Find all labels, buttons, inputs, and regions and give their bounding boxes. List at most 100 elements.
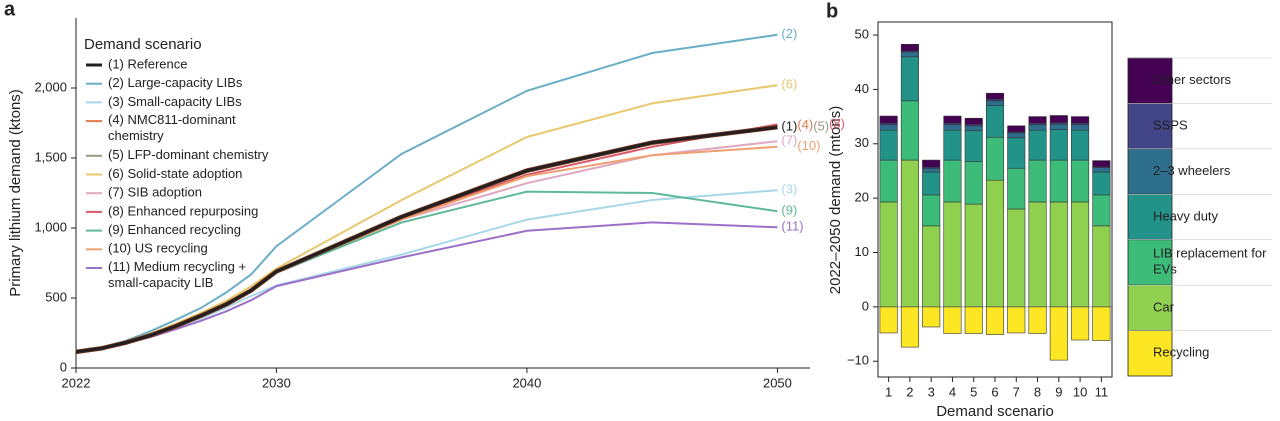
y-tick-label: 10 [855, 244, 869, 259]
bar-segment [943, 124, 962, 131]
y-tick-label: 1,500 [34, 149, 67, 164]
bar-segment [879, 124, 898, 131]
bar-segment [964, 306, 983, 334]
y-tick-label: 50 [855, 26, 869, 41]
bar-segment [900, 306, 919, 348]
legend-swatch [1127, 103, 1173, 150]
bar-segment [922, 171, 941, 196]
legend-label: (2) Large-capacity LIBs [108, 75, 243, 90]
bar-segment [1007, 208, 1026, 308]
legend-label: (1) Reference [108, 56, 187, 71]
legend-label: SSPS [1153, 118, 1188, 133]
end-label: (4) [797, 117, 813, 132]
y-axis-label: 2022–2050 demand (mtons) [827, 106, 844, 294]
series-line [75, 125, 778, 354]
panel-label: b [826, 0, 838, 22]
x-tick-label: 2030 [262, 375, 291, 390]
bar-segment [1007, 132, 1026, 139]
bar-segment [879, 306, 898, 334]
end-label: (5) [813, 119, 829, 134]
bar-segment [1049, 115, 1068, 123]
bar-segment [1071, 129, 1090, 161]
legend-label: (6) Solid-state adoption [108, 166, 242, 181]
legend-label: Heavy duty [1153, 208, 1219, 223]
end-label: (10) [797, 138, 820, 153]
bar-segment [1028, 306, 1047, 334]
bar-segment [985, 105, 1005, 138]
bar-segment [922, 225, 941, 308]
bar-segment [900, 159, 919, 308]
bar-segment [922, 306, 941, 328]
y-tick-label: 2,000 [34, 79, 67, 94]
y-tick-label: 500 [45, 289, 67, 304]
y-tick-label: 0 [60, 359, 67, 374]
x-tick-label: 4 [949, 384, 956, 399]
x-tick-label: 11 [1095, 384, 1109, 399]
bar-segment [985, 92, 1005, 100]
end-label: (2) [781, 26, 797, 41]
bar-segment [1007, 306, 1026, 334]
legend-swatch [1127, 193, 1173, 241]
legend-label: (5) LFP-dominant chemistry [108, 147, 269, 162]
legend-label: (4) NMC811-dominant chemistry [108, 113, 239, 144]
bar-segment [1007, 137, 1026, 169]
x-tick-label: 1 [885, 384, 892, 399]
y-axis-label: Primary lithium demand (ktons) [7, 89, 24, 297]
bar-segment [1028, 129, 1047, 161]
bar-segment [964, 203, 983, 308]
legend-label: 2–3 wheelers [1153, 163, 1231, 178]
bar-segment [1028, 116, 1047, 124]
end-label: (6) [781, 77, 797, 92]
x-tick-label: 2 [906, 384, 913, 399]
x-tick-label: 8 [1034, 384, 1041, 399]
bar-segment [1071, 124, 1090, 131]
end-label: (11) [781, 219, 803, 234]
bar-segment [1092, 306, 1111, 341]
end-label: (1) [781, 119, 797, 134]
bar-segment [943, 201, 962, 308]
y-tick-label: −10 [847, 353, 869, 368]
end-label: (9) [781, 203, 797, 218]
panel-label: a [4, 0, 16, 20]
bar-segment [1071, 116, 1090, 124]
legend-label: Other sectors [1153, 72, 1232, 87]
legend-label: (9) Enhanced recycling [108, 222, 241, 237]
legend-label: (3) Small-capacity LIBs [108, 94, 242, 109]
y-tick-label: 20 [855, 190, 869, 205]
bar-segment [985, 100, 1005, 107]
x-tick-label: 2040 [512, 375, 541, 390]
legend-label: (7) SIB adoption [108, 185, 202, 200]
legend-swatch [1127, 330, 1173, 377]
bar-segment [922, 194, 941, 227]
bar-segment [1071, 159, 1090, 203]
bar-segment [879, 129, 898, 161]
end-label: (7) [781, 133, 797, 148]
bar-segment [900, 51, 919, 58]
bar-segment [1092, 171, 1111, 196]
bar-segment [943, 306, 962, 334]
bar-segment [1049, 201, 1068, 308]
bar-segment [1071, 306, 1090, 341]
bar-segment [964, 125, 983, 132]
bar-segment [1092, 194, 1111, 227]
bar-segment [900, 43, 919, 52]
x-tick-label: 2050 [763, 375, 792, 390]
bar-segment [1049, 123, 1068, 130]
bar-segment [879, 115, 898, 124]
bar-segment [985, 136, 1005, 181]
legend-label: LIB replacement for EVs [1153, 246, 1270, 277]
bar-segment [879, 159, 898, 203]
x-tick-label: 7 [1013, 384, 1020, 399]
bar-segment [964, 117, 983, 125]
bar-segment [1092, 167, 1111, 173]
end-label: (3) [781, 182, 797, 197]
legend-label: Recycling [1153, 345, 1209, 360]
bar-segment [1049, 129, 1068, 161]
bar-segment [1071, 201, 1090, 308]
legend-label: (11) Medium recycling + small-capacity L… [108, 259, 250, 290]
bar-segment [1092, 160, 1111, 167]
bar-segment [922, 167, 941, 173]
y-tick-label: 0 [862, 298, 869, 313]
bar-segment [1049, 159, 1068, 203]
